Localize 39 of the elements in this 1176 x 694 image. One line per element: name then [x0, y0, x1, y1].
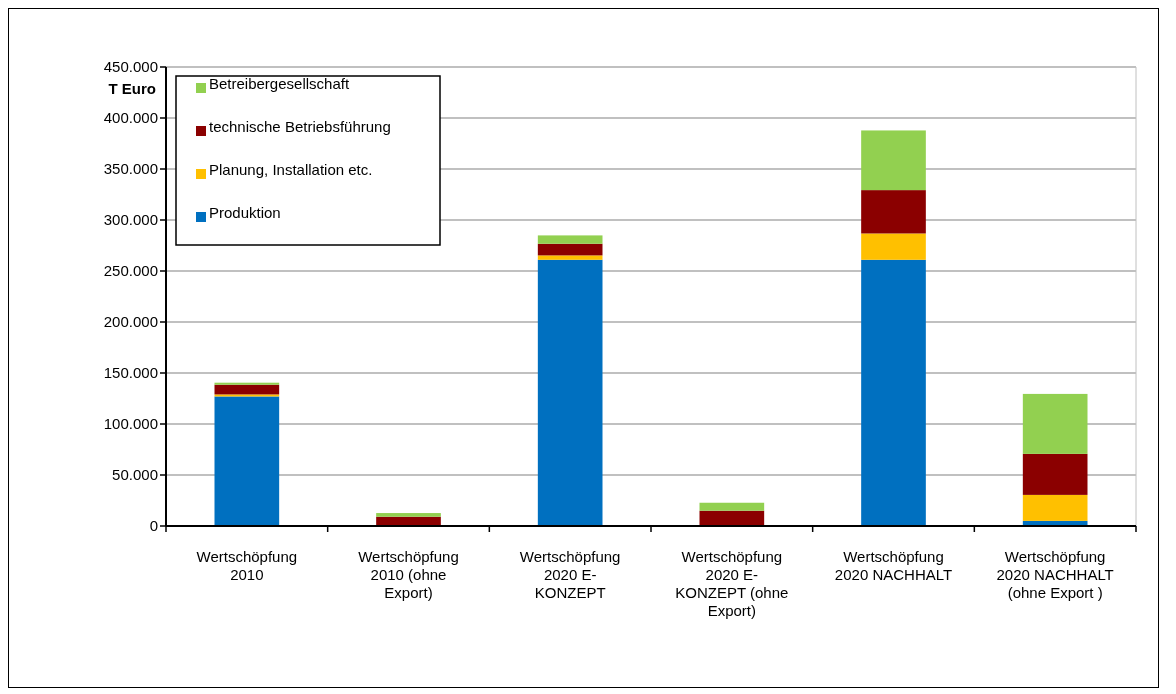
- y-tick-label: 250.000: [103, 262, 158, 280]
- x-tick-label: Wertschöpfung 2010 (ohne Export): [358, 548, 459, 601]
- x-tick-label: Wertschöpfung 2020 E-KONZEPT (ohne Export): [675, 548, 789, 619]
- bar: [214, 384, 280, 395]
- bar: [537, 259, 603, 526]
- legend-label: Planung, Installation etc.: [209, 161, 373, 178]
- x-tick-label: Wertschöpfung 2020 E-KONZEPT: [519, 548, 621, 601]
- y-tick-label: 0: [149, 517, 158, 535]
- bar: [1022, 393, 1088, 454]
- bar: [537, 235, 603, 244]
- y-tick-label: 400.000: [103, 109, 158, 127]
- legend-label: technische Betriebsführung: [209, 118, 391, 135]
- bar: [214, 382, 280, 385]
- bar: [861, 190, 926, 234]
- bar: [861, 259, 926, 526]
- bar: [214, 396, 280, 526]
- x-tick-label: Wertschöpfung 2020 NACHHALT: [834, 548, 953, 583]
- y-tick-label: 100.000: [103, 415, 158, 433]
- y-tick-label: 50.000: [112, 466, 158, 484]
- bar: [1022, 453, 1088, 495]
- x-tick-label: Wertschöpfung 2010: [196, 548, 298, 583]
- bar: [376, 513, 441, 517]
- bar: [537, 255, 603, 260]
- x-tick-label: Wertschöpfung 2020 NACHHALT (ohne Export ): [996, 548, 1114, 601]
- bar: [1022, 494, 1088, 521]
- bar: [861, 233, 926, 260]
- bar: [699, 502, 765, 511]
- y-tick-label: 450.000: [103, 58, 158, 76]
- bar: [214, 394, 280, 397]
- bar: [861, 130, 926, 191]
- y-tick-label: 200.000: [103, 313, 158, 331]
- bar: [537, 243, 603, 256]
- y-axis-title: T Euro: [108, 80, 156, 98]
- y-tick-label: 150.000: [103, 364, 158, 382]
- legend-label: Produktion: [209, 204, 281, 221]
- legend-label: Betreibergesellschaft: [209, 75, 350, 92]
- bar: [699, 510, 765, 526]
- y-tick-label: 350.000: [103, 160, 158, 178]
- y-tick-label: 300.000: [103, 211, 158, 229]
